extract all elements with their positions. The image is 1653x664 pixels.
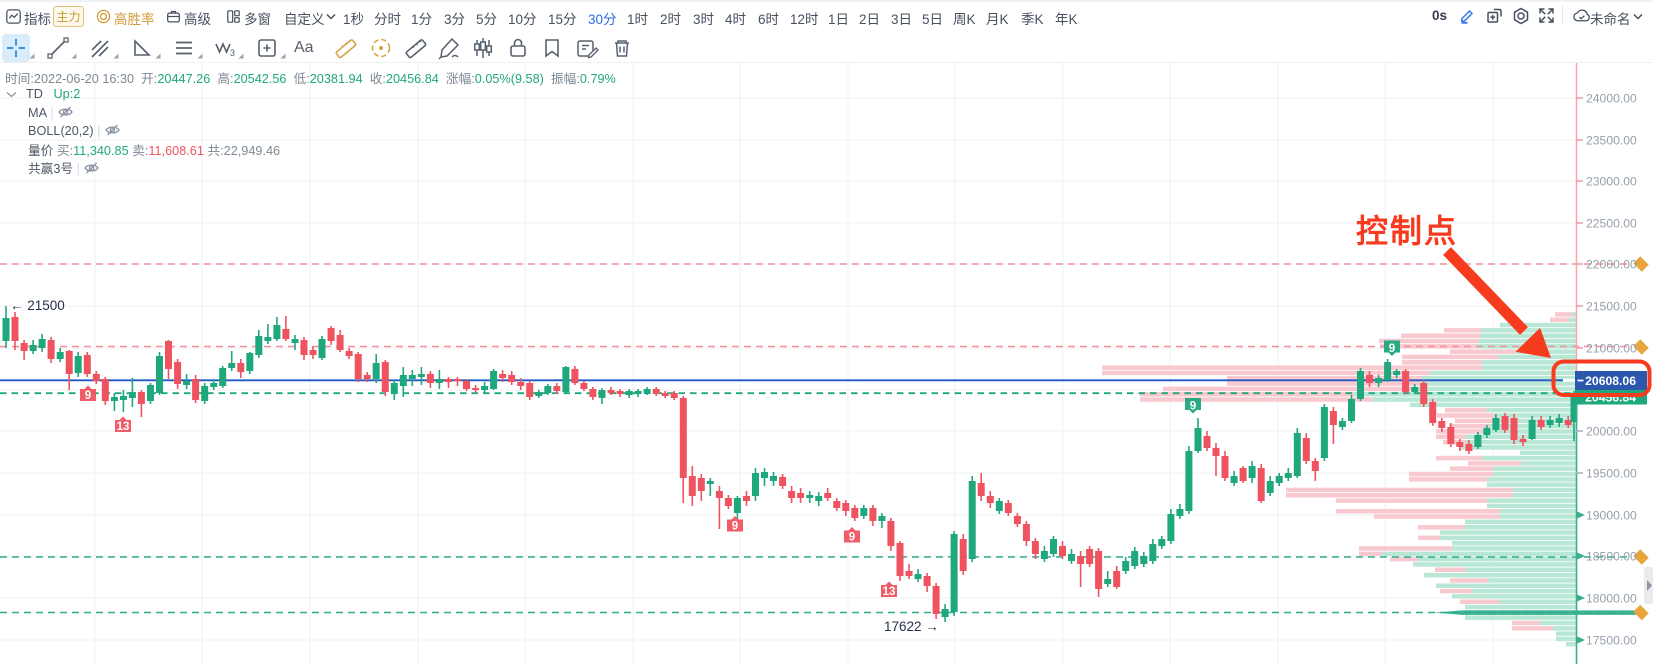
svg-text:← 21500: ← 21500 xyxy=(10,298,65,313)
svg-text:24000.00: 24000.00 xyxy=(1586,92,1637,106)
svg-text:控制点: 控制点 xyxy=(1356,213,1458,249)
svg-text:18000.00: 18000.00 xyxy=(1586,592,1637,606)
svg-text:19500.00: 19500.00 xyxy=(1586,467,1637,481)
svg-text:3: 3 xyxy=(230,48,235,58)
svg-text:21500.00: 21500.00 xyxy=(1586,300,1637,314)
svg-text:19000.00: 19000.00 xyxy=(1586,509,1637,523)
svg-text:13: 13 xyxy=(883,586,896,598)
svg-text:22500.00: 22500.00 xyxy=(1586,217,1637,231)
svg-text:20608.06: 20608.06 xyxy=(1585,374,1636,388)
svg-text:9: 9 xyxy=(849,531,855,543)
svg-text:23000.00: 23000.00 xyxy=(1586,175,1637,189)
svg-text:17500.00: 17500.00 xyxy=(1586,634,1637,648)
svg-text:9: 9 xyxy=(1389,343,1395,355)
svg-text:23500.00: 23500.00 xyxy=(1586,134,1637,148)
svg-text:9: 9 xyxy=(85,390,91,402)
svg-text:13: 13 xyxy=(117,421,130,433)
svg-text:20000.00: 20000.00 xyxy=(1586,425,1637,439)
svg-text:17622 →: 17622 → xyxy=(884,619,939,634)
svg-text:22000.00: 22000.00 xyxy=(1586,258,1637,272)
svg-text:9: 9 xyxy=(732,520,738,532)
svg-text:9: 9 xyxy=(1190,401,1196,413)
svg-text:21000.00: 21000.00 xyxy=(1586,342,1637,356)
svg-text:20456.84: 20456.84 xyxy=(1585,391,1636,405)
svg-text:18500.00: 18500.00 xyxy=(1586,550,1637,564)
